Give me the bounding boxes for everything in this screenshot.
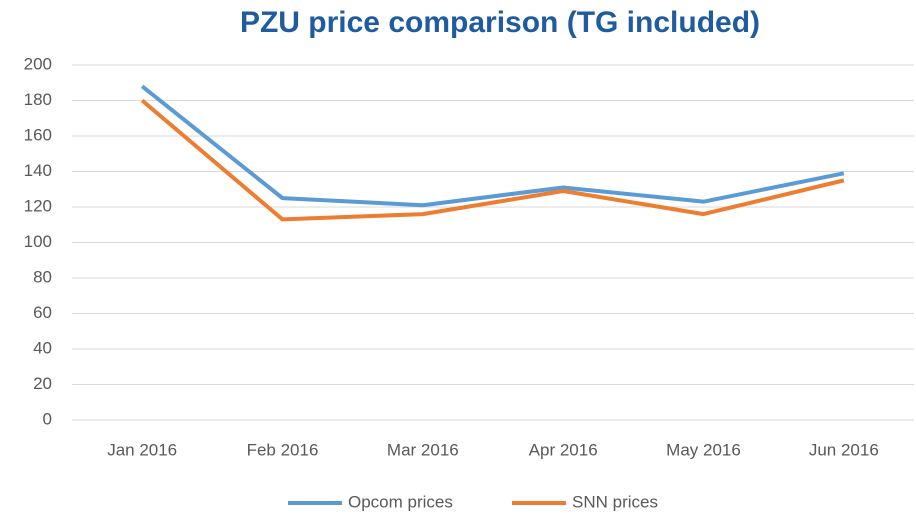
series-line bbox=[140, 84, 845, 208]
y-tick-label: 0 bbox=[43, 409, 52, 428]
y-tick-label: 140 bbox=[24, 161, 52, 180]
y-tick-label: 40 bbox=[33, 338, 52, 357]
legend-label: Opcom prices bbox=[348, 492, 453, 511]
y-tick-label: 180 bbox=[24, 90, 52, 109]
y-tick-label: 20 bbox=[33, 374, 52, 393]
y-tick-label: 60 bbox=[33, 303, 52, 322]
x-tick-label: Feb 2016 bbox=[247, 440, 319, 459]
legend-label: SNN prices bbox=[572, 492, 658, 511]
y-tick-label: 80 bbox=[33, 267, 52, 286]
x-tick-label: Apr 2016 bbox=[529, 440, 598, 459]
y-tick-label: 100 bbox=[24, 232, 52, 251]
x-tick-label: Jun 2016 bbox=[809, 440, 879, 459]
series-line bbox=[140, 98, 845, 222]
y-tick-label: 120 bbox=[24, 196, 52, 215]
x-tick-label: Jan 2016 bbox=[107, 440, 177, 459]
y-tick-label: 200 bbox=[24, 54, 52, 73]
x-tick-label: Mar 2016 bbox=[387, 440, 459, 459]
x-tick-label: May 2016 bbox=[666, 440, 741, 459]
y-tick-label: 160 bbox=[24, 125, 52, 144]
chart-title: PZU price comparison (TG included) bbox=[240, 6, 760, 39]
